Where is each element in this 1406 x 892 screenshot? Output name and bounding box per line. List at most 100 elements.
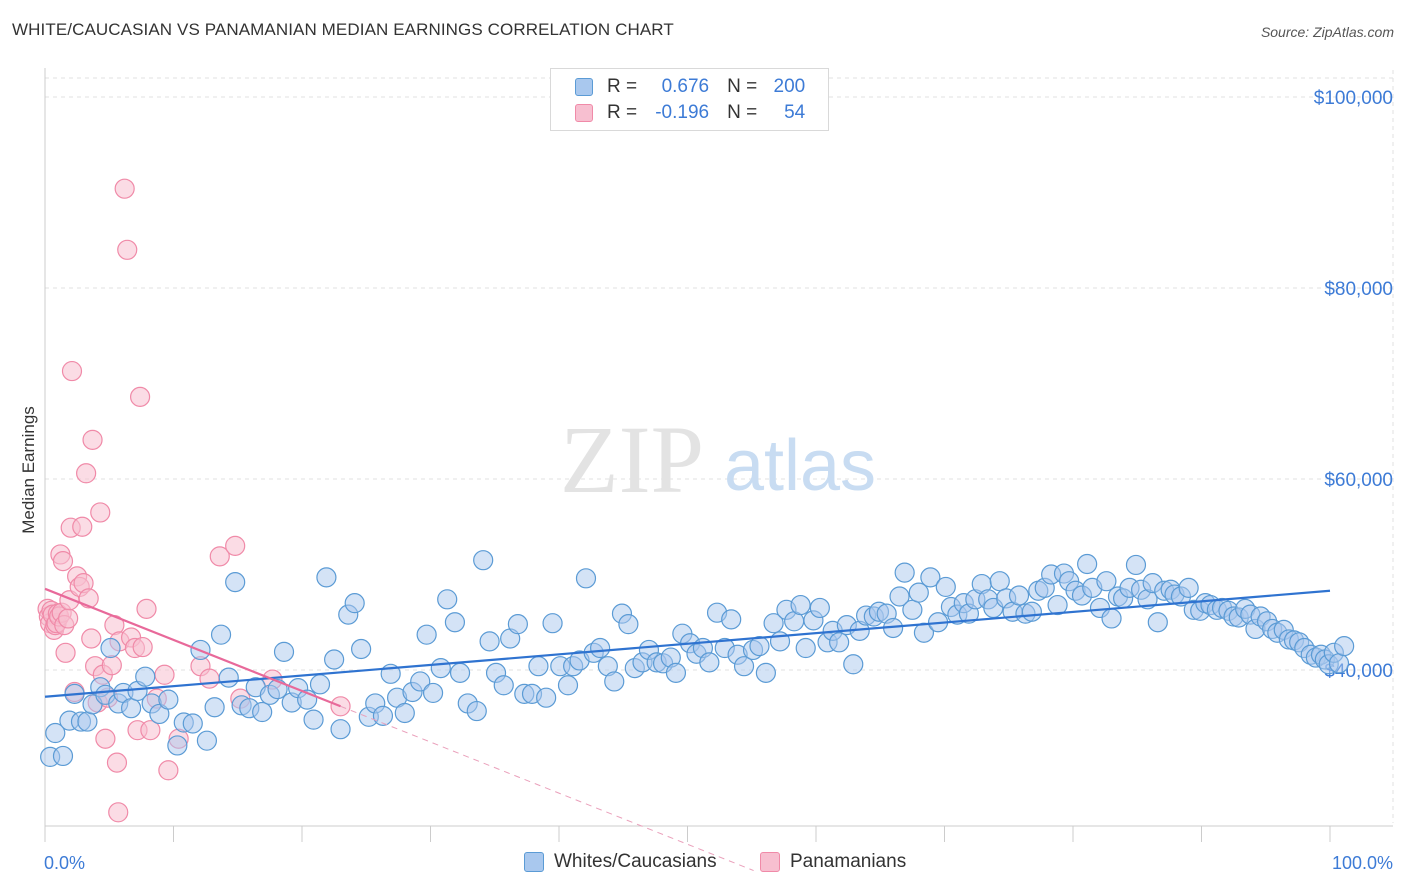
legend-swatch-panamanians (575, 104, 593, 122)
data-point-panamanians (101, 655, 122, 676)
data-point-panamanians (90, 502, 111, 523)
data-point-panamanians (117, 239, 138, 260)
data-point-whites (344, 593, 365, 614)
data-point-whites (210, 624, 232, 645)
data-point-whites (218, 667, 239, 688)
legend-row-whites: R = 0.676 N = 200 (575, 75, 805, 99)
data-point-whites (575, 568, 597, 589)
legend-swatch-whites (524, 852, 544, 872)
data-point-panamanians (58, 608, 79, 629)
data-point-whites (316, 567, 337, 588)
axes (44, 68, 1393, 842)
data-point-whites (303, 709, 324, 730)
data-point-whites (507, 614, 528, 635)
data-point-whites (473, 550, 494, 571)
legend-r-value: 0.676 (661, 76, 710, 97)
data-point-whites (790, 594, 811, 616)
data-point-whites (330, 719, 351, 740)
data-point-whites (225, 572, 246, 593)
data-point-panamanians (61, 360, 83, 382)
data-point-whites (1334, 636, 1355, 657)
data-point-whites (351, 638, 372, 660)
data-point-panamanians (209, 546, 230, 567)
data-point-panamanians (140, 720, 161, 741)
data-point-panamanians (136, 598, 157, 619)
data-point-panamanians (72, 516, 93, 537)
data-point-whites (1077, 553, 1098, 575)
data-point-whites (444, 612, 466, 633)
data-point-whites (935, 576, 956, 598)
data-point-whites (204, 697, 225, 718)
data-point-panamanians (52, 551, 74, 572)
data-point-whites (1047, 594, 1068, 616)
data-point-panamanians (158, 760, 179, 781)
data-point-whites (167, 735, 188, 756)
data-point-whites (829, 632, 850, 653)
data-point-whites (989, 571, 1010, 592)
data-point-whites (749, 636, 770, 657)
data-point-whites (1125, 554, 1147, 576)
data-point-panamanians (95, 728, 116, 749)
grid-lines (45, 70, 1394, 823)
data-point-whites (1008, 585, 1030, 606)
series-legend: Whites/Caucasians Panamanians (0, 851, 1406, 877)
legend-n-label: N = (727, 102, 758, 123)
data-point-whites (422, 682, 444, 704)
data-point-panamanians (106, 752, 128, 773)
data-point-panamanians (132, 636, 153, 658)
data-point-whites (528, 656, 549, 677)
correlation-legend: R = 0.676 N = 200 R = -0.196 N = 54 (550, 68, 829, 131)
legend-item-whites: Whites/Caucasians (524, 851, 717, 873)
watermark: ZIP atlas (560, 406, 876, 513)
chart-title: WHITE/CAUCASIAN VS PANAMANIAN MEDIAN EAR… (12, 20, 674, 39)
data-point-whites (1096, 571, 1117, 592)
y-tick-labels: $40,000$60,000$80,000$100,000 (1314, 88, 1393, 682)
data-point-whites (699, 652, 720, 673)
watermark-zip: ZIP (560, 406, 704, 513)
data-point-whites (120, 698, 142, 719)
legend-r-label: R = (607, 102, 638, 123)
data-point-whites (557, 675, 579, 696)
x-tick-label-min: 0.0% (44, 853, 85, 873)
legend-swatch-whites (575, 78, 593, 96)
legend-label-panamanians: Panamanians (790, 851, 907, 872)
legend-n-value: 54 (784, 102, 806, 123)
data-point-whites (437, 589, 458, 610)
trend-lines (44, 587, 1331, 872)
legend-r-value: -0.196 (655, 102, 710, 123)
data-point-whites (410, 671, 431, 692)
data-point-whites (604, 671, 625, 692)
data-point-whites (77, 711, 98, 732)
watermark-atlas: atlas (724, 426, 876, 506)
y-axis-label: Median Earnings (19, 406, 38, 534)
legend-n-value: 200 (773, 76, 806, 97)
data-point-panamanians (55, 642, 76, 663)
trend-extension-panamanians (340, 705, 754, 872)
trend-line-whites (44, 589, 1331, 698)
data-point-whites (843, 654, 864, 675)
data-point-whites (618, 614, 639, 635)
data-point-whites (135, 666, 156, 687)
data-point-whites (590, 637, 611, 659)
data-point-whites (252, 701, 273, 723)
data-point-whites (394, 702, 415, 724)
data-point-panamanians (199, 668, 220, 689)
data-point-panamanians (154, 664, 175, 685)
data-point-whites (1147, 612, 1168, 633)
data-point-whites (1178, 577, 1199, 598)
source-label: Source: ZipAtlas.com (1260, 24, 1394, 40)
data-point-whites (479, 631, 500, 652)
data-point-whites (920, 567, 941, 588)
data-point-whites (100, 637, 121, 659)
y-tick-label: $60,000 (1324, 470, 1393, 491)
series-whites (40, 550, 1355, 768)
data-point-whites (902, 599, 923, 620)
data-point-whites (45, 722, 66, 744)
data-point-whites (908, 582, 929, 603)
legend-r-label: R = (607, 76, 638, 97)
data-point-panamanians (225, 535, 246, 556)
legend-n-label: N = (727, 76, 758, 97)
data-point-whites (449, 662, 471, 683)
data-point-whites (309, 674, 331, 695)
data-point-whites (466, 700, 487, 722)
